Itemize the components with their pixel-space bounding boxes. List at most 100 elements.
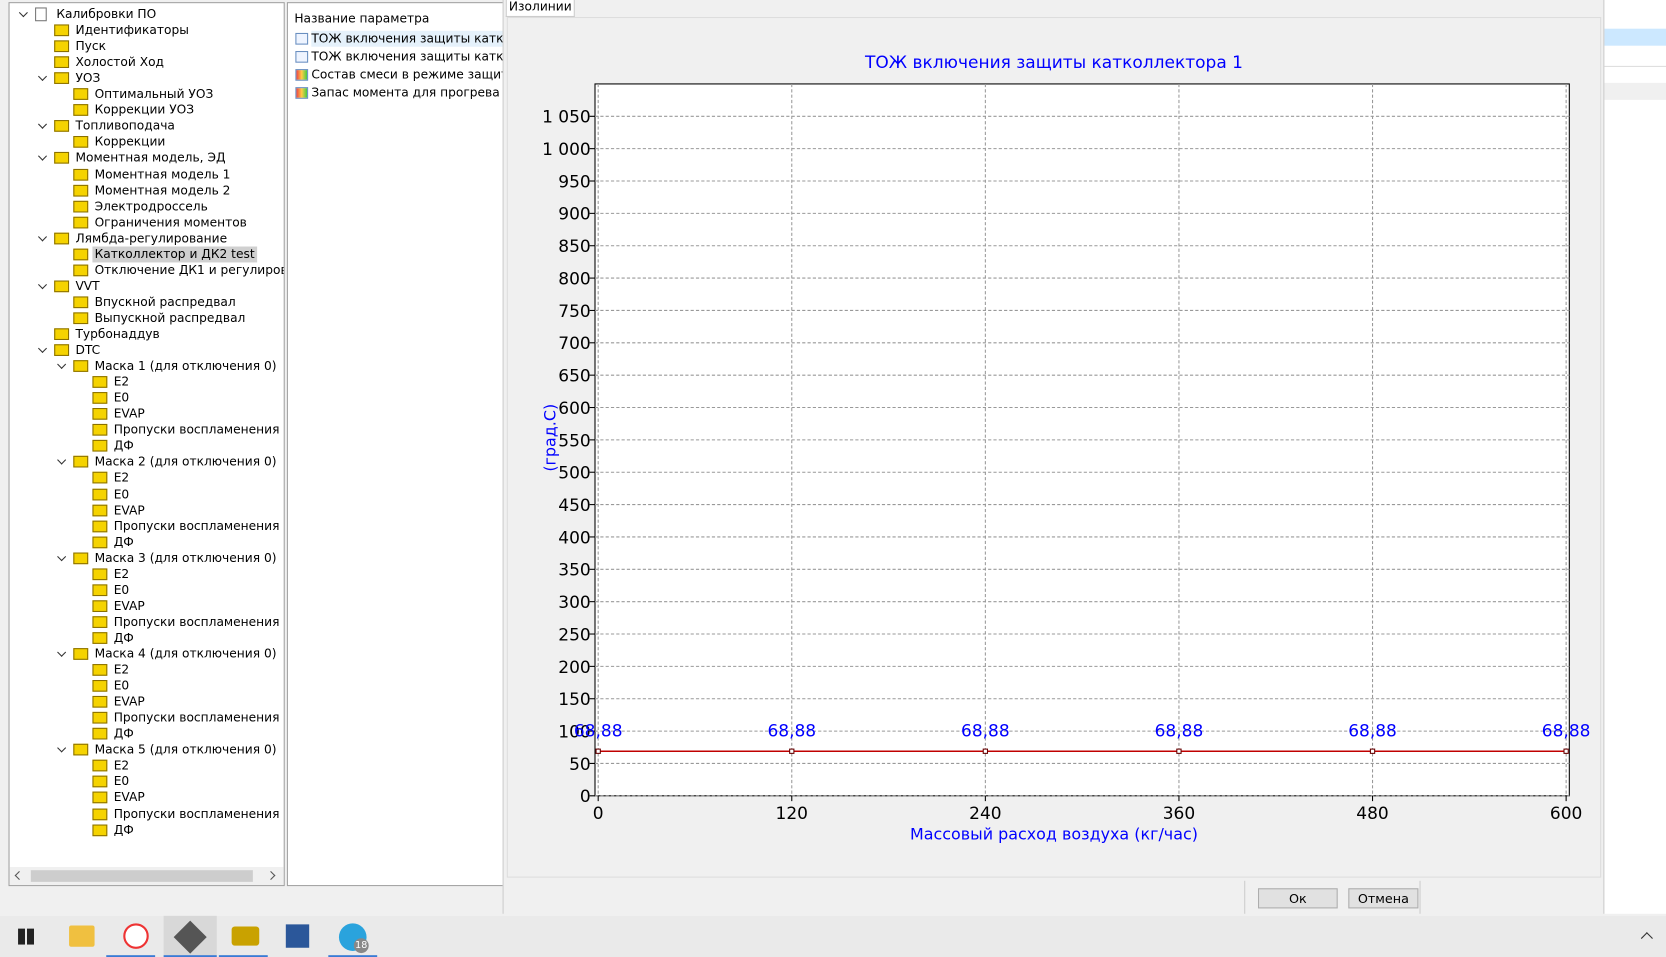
scroll-left[interactable] (14, 870, 24, 881)
tree-item[interactable]: Пуск (75, 38, 106, 54)
tree-item[interactable]: Маска 2 (для отключения 0) (94, 454, 277, 469)
tree-item[interactable]: ДФ (113, 629, 134, 645)
tree-item[interactable]: УОЗ (75, 70, 101, 86)
tree-item[interactable]: E2 (113, 661, 130, 677)
selected-row (1604, 28, 1666, 46)
value-label: 68,88 (767, 721, 816, 741)
explorer-icon[interactable] (69, 925, 95, 947)
tree-item[interactable]: EVAP (113, 693, 145, 709)
expander[interactable] (57, 455, 67, 465)
tree-item[interactable]: EVAP (113, 789, 145, 805)
tree-item[interactable]: E0 (113, 677, 130, 693)
tree-item[interactable]: Топливоподача (75, 118, 175, 134)
folder-icon (73, 744, 89, 756)
tree-item[interactable]: Пропуски воспламенения (113, 805, 280, 821)
folder-icon (73, 88, 89, 101)
expander[interactable] (18, 8, 28, 18)
tree-item[interactable]: E2 (113, 566, 130, 581)
y-tick-label: 400 (558, 528, 590, 548)
tree-item[interactable]: Ограничения моментов (94, 214, 247, 230)
word-icon[interactable] (285, 924, 310, 948)
value-label: 68,88 (1542, 721, 1591, 741)
param-item[interactable]: ТОЖ включения защиты катколле (311, 30, 509, 47)
hxd-icon[interactable] (231, 926, 260, 946)
expander[interactable] (57, 647, 67, 657)
chart-title: ТОЖ включения защиты катколлектора 1 (864, 53, 1243, 73)
running-indicator (328, 955, 378, 957)
expander[interactable] (37, 344, 48, 354)
param-item[interactable]: Запас момента для прогрева ката (311, 85, 509, 100)
tree-item[interactable]: Пропуски воспламенения (113, 518, 280, 533)
tree-item[interactable]: ДФ (113, 438, 134, 453)
tree-item[interactable]: E0 (113, 582, 130, 597)
tree-item[interactable]: EVAP (113, 502, 145, 517)
tree-item[interactable]: Идентификаторы (75, 22, 189, 38)
tree-item[interactable]: E2 (113, 757, 130, 773)
tree-item[interactable]: EVAP (113, 406, 145, 422)
ok-button[interactable]: Ок (1258, 888, 1338, 909)
folder-icon (92, 376, 108, 388)
tree-item[interactable]: EVAP (113, 598, 145, 613)
tree-item[interactable]: E2 (113, 470, 130, 485)
tree-item[interactable]: Пропуски воспламенения (113, 614, 280, 629)
tree-item[interactable]: Коррекции УОЗ (94, 102, 195, 118)
tree-item[interactable]: Турбонаддув (75, 326, 160, 342)
tree-item[interactable]: Пропуски воспламенения (113, 709, 280, 725)
folder-icon (54, 328, 70, 340)
tree-item[interactable]: ДФ (113, 725, 134, 741)
expander[interactable] (57, 551, 67, 561)
tree-item[interactable]: Маска 1 (для отключения 0) (94, 358, 277, 374)
expander[interactable] (57, 360, 67, 370)
tree-item[interactable]: Холостой Ход (75, 54, 165, 70)
tree-item[interactable]: Электродроссель (94, 198, 208, 214)
tree-item[interactable]: ДФ (113, 821, 134, 837)
start-button[interactable] (18, 928, 34, 945)
tree-item[interactable]: Моментная модель 1 (94, 166, 231, 182)
tree-item[interactable]: Впускной распредвал (94, 294, 236, 310)
tree-item[interactable]: Моментная модель 2 (94, 182, 231, 198)
scroll-thumb[interactable] (30, 870, 253, 882)
folder-icon (92, 488, 108, 500)
tree-item[interactable]: Калибровки ПО (56, 6, 157, 22)
tree-item[interactable]: E2 (113, 374, 130, 390)
button-bar (1244, 880, 1421, 914)
tree-item[interactable]: E0 (113, 773, 130, 789)
tree-item[interactable]: ДФ (113, 534, 134, 549)
expander[interactable] (57, 743, 67, 753)
tree-item[interactable]: E0 (113, 486, 130, 501)
expander[interactable] (37, 232, 48, 242)
tree-item-selected[interactable]: Катколлектор и ДК2 test (92, 246, 257, 263)
folder-icon (54, 24, 70, 37)
expander[interactable] (37, 280, 48, 290)
tree-item[interactable]: Оптимальный УОЗ (94, 86, 214, 102)
tree-item[interactable]: Моментная модель, ЭД (75, 150, 226, 166)
folder-icon (92, 392, 108, 404)
h-scrollbar[interactable] (9, 867, 284, 886)
tree-item[interactable]: Маска 5 (для отключения 0) (94, 741, 277, 757)
tray-arrow[interactable] (1640, 932, 1653, 945)
browser-icon[interactable] (123, 923, 149, 949)
tree-item[interactable]: Маска 4 (для отключения 0) (94, 646, 277, 661)
expander[interactable] (37, 72, 48, 82)
expander[interactable] (37, 120, 48, 130)
tree-item[interactable]: Лямбда-регулирование (75, 230, 228, 246)
tree-item[interactable]: Отключение ДК1 и регулировани (94, 262, 284, 278)
tree-item[interactable]: Выпускной распредвал (94, 310, 246, 326)
active-app[interactable] (163, 915, 217, 957)
param-item[interactable]: ТОЖ включения защиты катколле (311, 48, 509, 64)
folder-icon (92, 504, 108, 516)
tree-item[interactable]: VVT (75, 278, 100, 294)
tree-item[interactable]: DTC (75, 342, 101, 358)
running-indicator (218, 955, 268, 957)
tab[interactable]: Изолинии (505, 0, 575, 17)
expander[interactable] (37, 152, 48, 162)
tree-item[interactable]: E0 (113, 390, 130, 406)
param-icon (295, 87, 309, 99)
tree-item[interactable]: Пропуски воспламенения (113, 422, 280, 438)
scroll-right[interactable] (266, 870, 276, 881)
param-item[interactable]: Состав смеси в режиме защиты к (311, 66, 510, 82)
tree-item[interactable]: Маска 3 (для отключения 0) (94, 550, 277, 565)
tree-item[interactable]: Коррекции (94, 134, 166, 150)
cancel-button[interactable]: Отмена (1348, 888, 1419, 909)
folder-icon (54, 344, 70, 356)
